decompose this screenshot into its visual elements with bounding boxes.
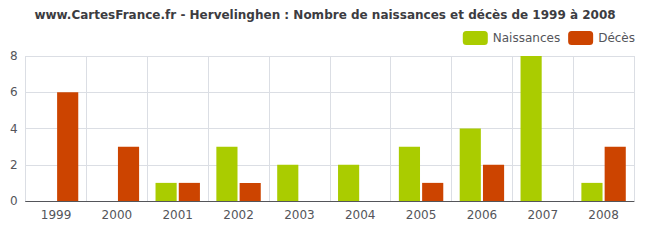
svg-text:2005: 2005 <box>406 208 437 222</box>
svg-text:0: 0 <box>10 194 18 208</box>
svg-text:2001: 2001 <box>162 208 193 222</box>
svg-text:8: 8 <box>10 49 18 63</box>
svg-text:4: 4 <box>10 122 18 136</box>
svg-text:6: 6 <box>10 85 18 99</box>
svg-text:Naissances: Naissances <box>493 31 560 45</box>
svg-text:2002: 2002 <box>223 208 254 222</box>
svg-text:2007: 2007 <box>527 208 558 222</box>
svg-text:www.CartesFrance.fr - Hervelin: www.CartesFrance.fr - Hervelinghen : Nom… <box>34 8 615 22</box>
svg-text:1999: 1999 <box>41 208 72 222</box>
svg-text:2000: 2000 <box>102 208 133 222</box>
svg-text:2004: 2004 <box>345 208 376 222</box>
svg-text:2008: 2008 <box>588 208 619 222</box>
svg-text:2: 2 <box>10 158 18 172</box>
svg-text:2003: 2003 <box>284 208 315 222</box>
svg-text:Décès: Décès <box>598 31 635 45</box>
svg-text:2006: 2006 <box>467 208 498 222</box>
